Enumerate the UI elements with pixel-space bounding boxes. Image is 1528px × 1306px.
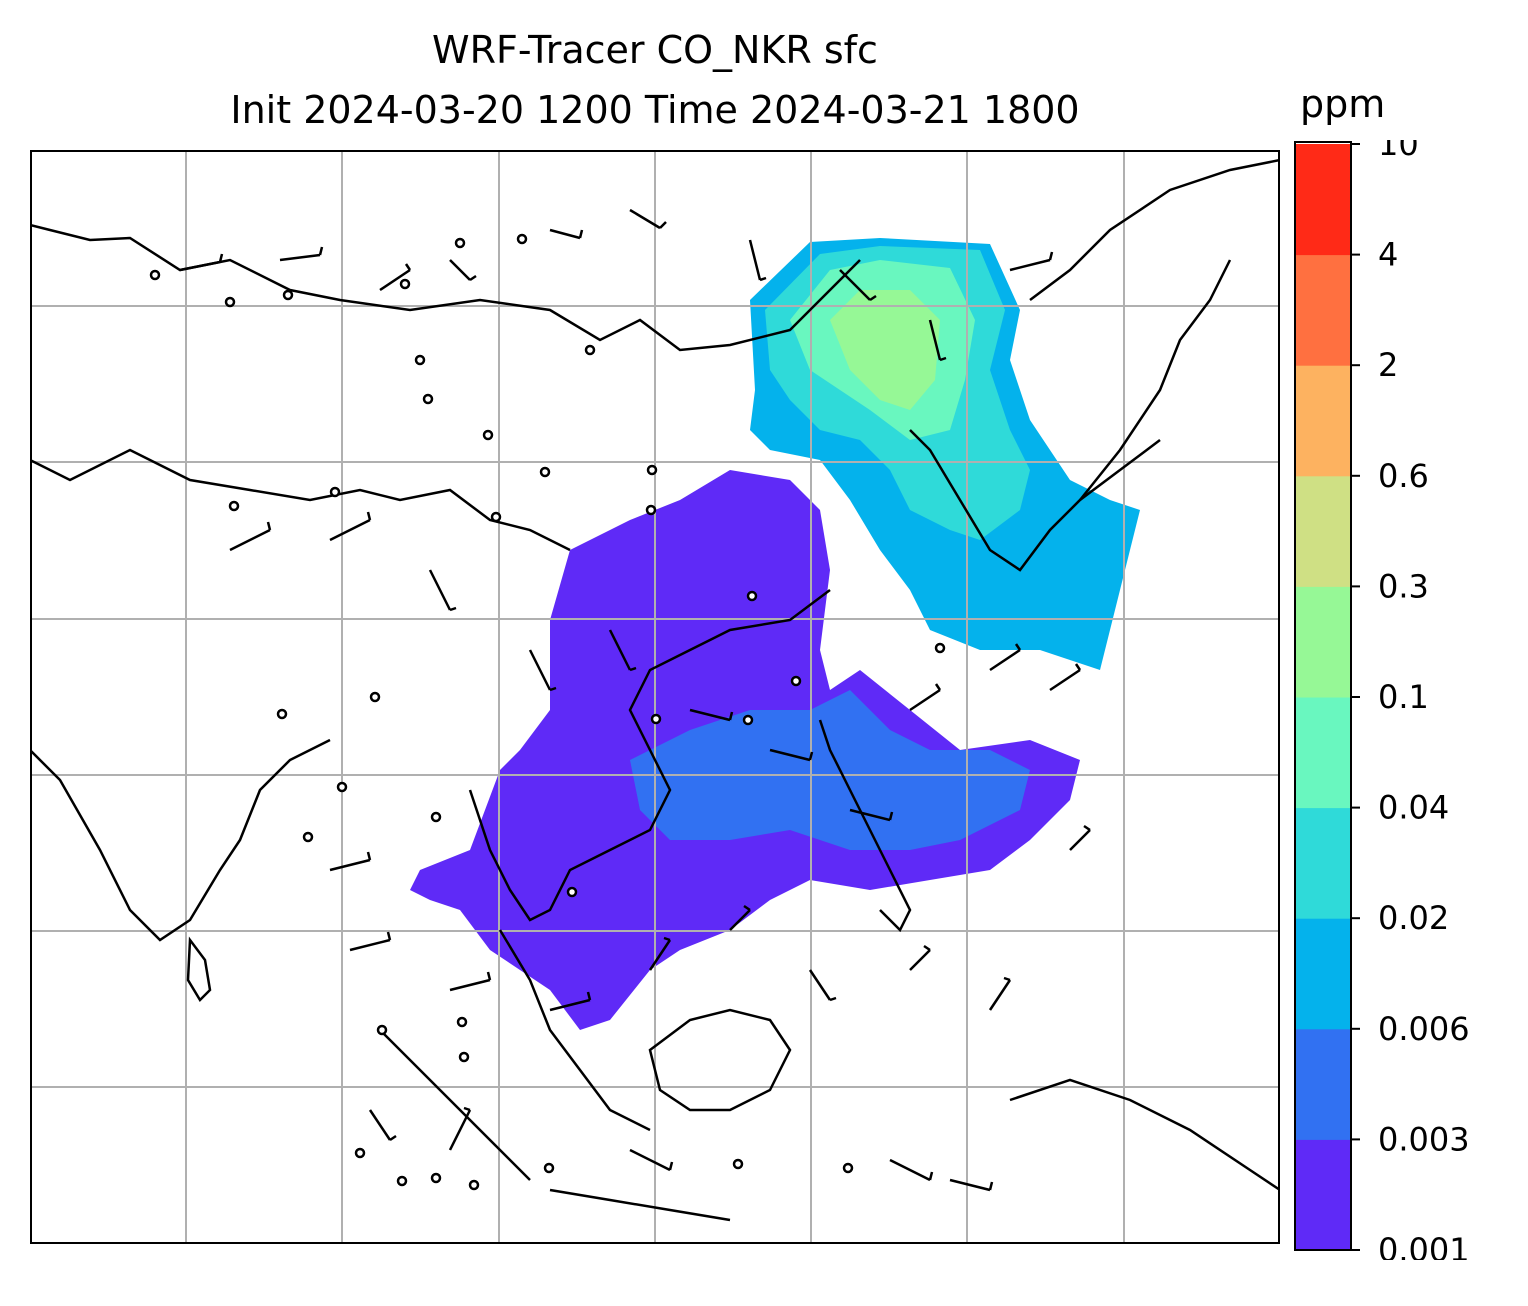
colorbar-tick-label: 0.6 — [1378, 457, 1429, 495]
colorbar-tick-label: 0.3 — [1378, 567, 1429, 605]
colorbar-band — [1296, 697, 1350, 809]
colorbar-band — [1296, 1028, 1350, 1140]
tracer-field — [410, 238, 1140, 1030]
malay-peninsula — [498, 929, 651, 1132]
india-coast — [30, 738, 331, 942]
chart-title-line1: WRF-Tracer CO_NKR sfc — [432, 28, 878, 72]
calm-markers — [149, 233, 946, 1191]
colorbar-tick-label: 0.001 — [1378, 1231, 1470, 1260]
colorbar-tick-label: 0.04 — [1378, 789, 1449, 827]
borneo — [648, 1008, 792, 1112]
philippines — [818, 719, 912, 933]
colorbar-band — [1296, 586, 1350, 698]
chart-title-line2: Init 2024-03-20 1200 Time 2024-03-21 180… — [230, 88, 1080, 132]
wind-barbs — [179, 208, 1091, 1192]
russia-coast — [1029, 158, 1280, 301]
colorbar-band — [1296, 807, 1350, 919]
sri-lanka — [186, 936, 212, 1003]
japan-north — [1079, 259, 1232, 501]
colorbar-tick-label: 0.003 — [1378, 1120, 1470, 1158]
tracer-region-plume-max — [830, 290, 940, 410]
northern-border — [30, 223, 861, 352]
korea-japan — [909, 429, 1161, 572]
sumatra — [379, 1029, 531, 1181]
tracer-region-mid — [630, 690, 1030, 850]
colorbar-band — [1296, 254, 1350, 366]
colorbar-tick-label: 0.1 — [1378, 678, 1429, 716]
colorbar: 0.001 0.003 0.006 0.02 0.04 0.1 0.3 0.6 2 4 10 — [1294, 140, 1470, 1260]
indochina-coast — [468, 589, 831, 922]
colorbar-band — [1296, 365, 1350, 477]
colorbar-band — [1296, 475, 1350, 587]
colorbar-tick-label: 10 — [1378, 140, 1419, 163]
colorbar-tick-label: 4 — [1378, 236, 1398, 274]
map-panel — [30, 150, 1280, 1244]
colorbar-unit: ppm — [1300, 82, 1386, 126]
colorbar-tick-label: 0.02 — [1378, 899, 1449, 937]
java — [549, 1188, 731, 1222]
new-guinea — [1009, 1078, 1280, 1192]
colorbar-band — [1296, 144, 1350, 256]
colorbar-tick-label: 2 — [1378, 346, 1398, 384]
colorbar-tick-label: 0.006 — [1378, 1010, 1470, 1048]
colorbar-band — [1296, 918, 1350, 1030]
colorbar-band — [1296, 1139, 1350, 1251]
